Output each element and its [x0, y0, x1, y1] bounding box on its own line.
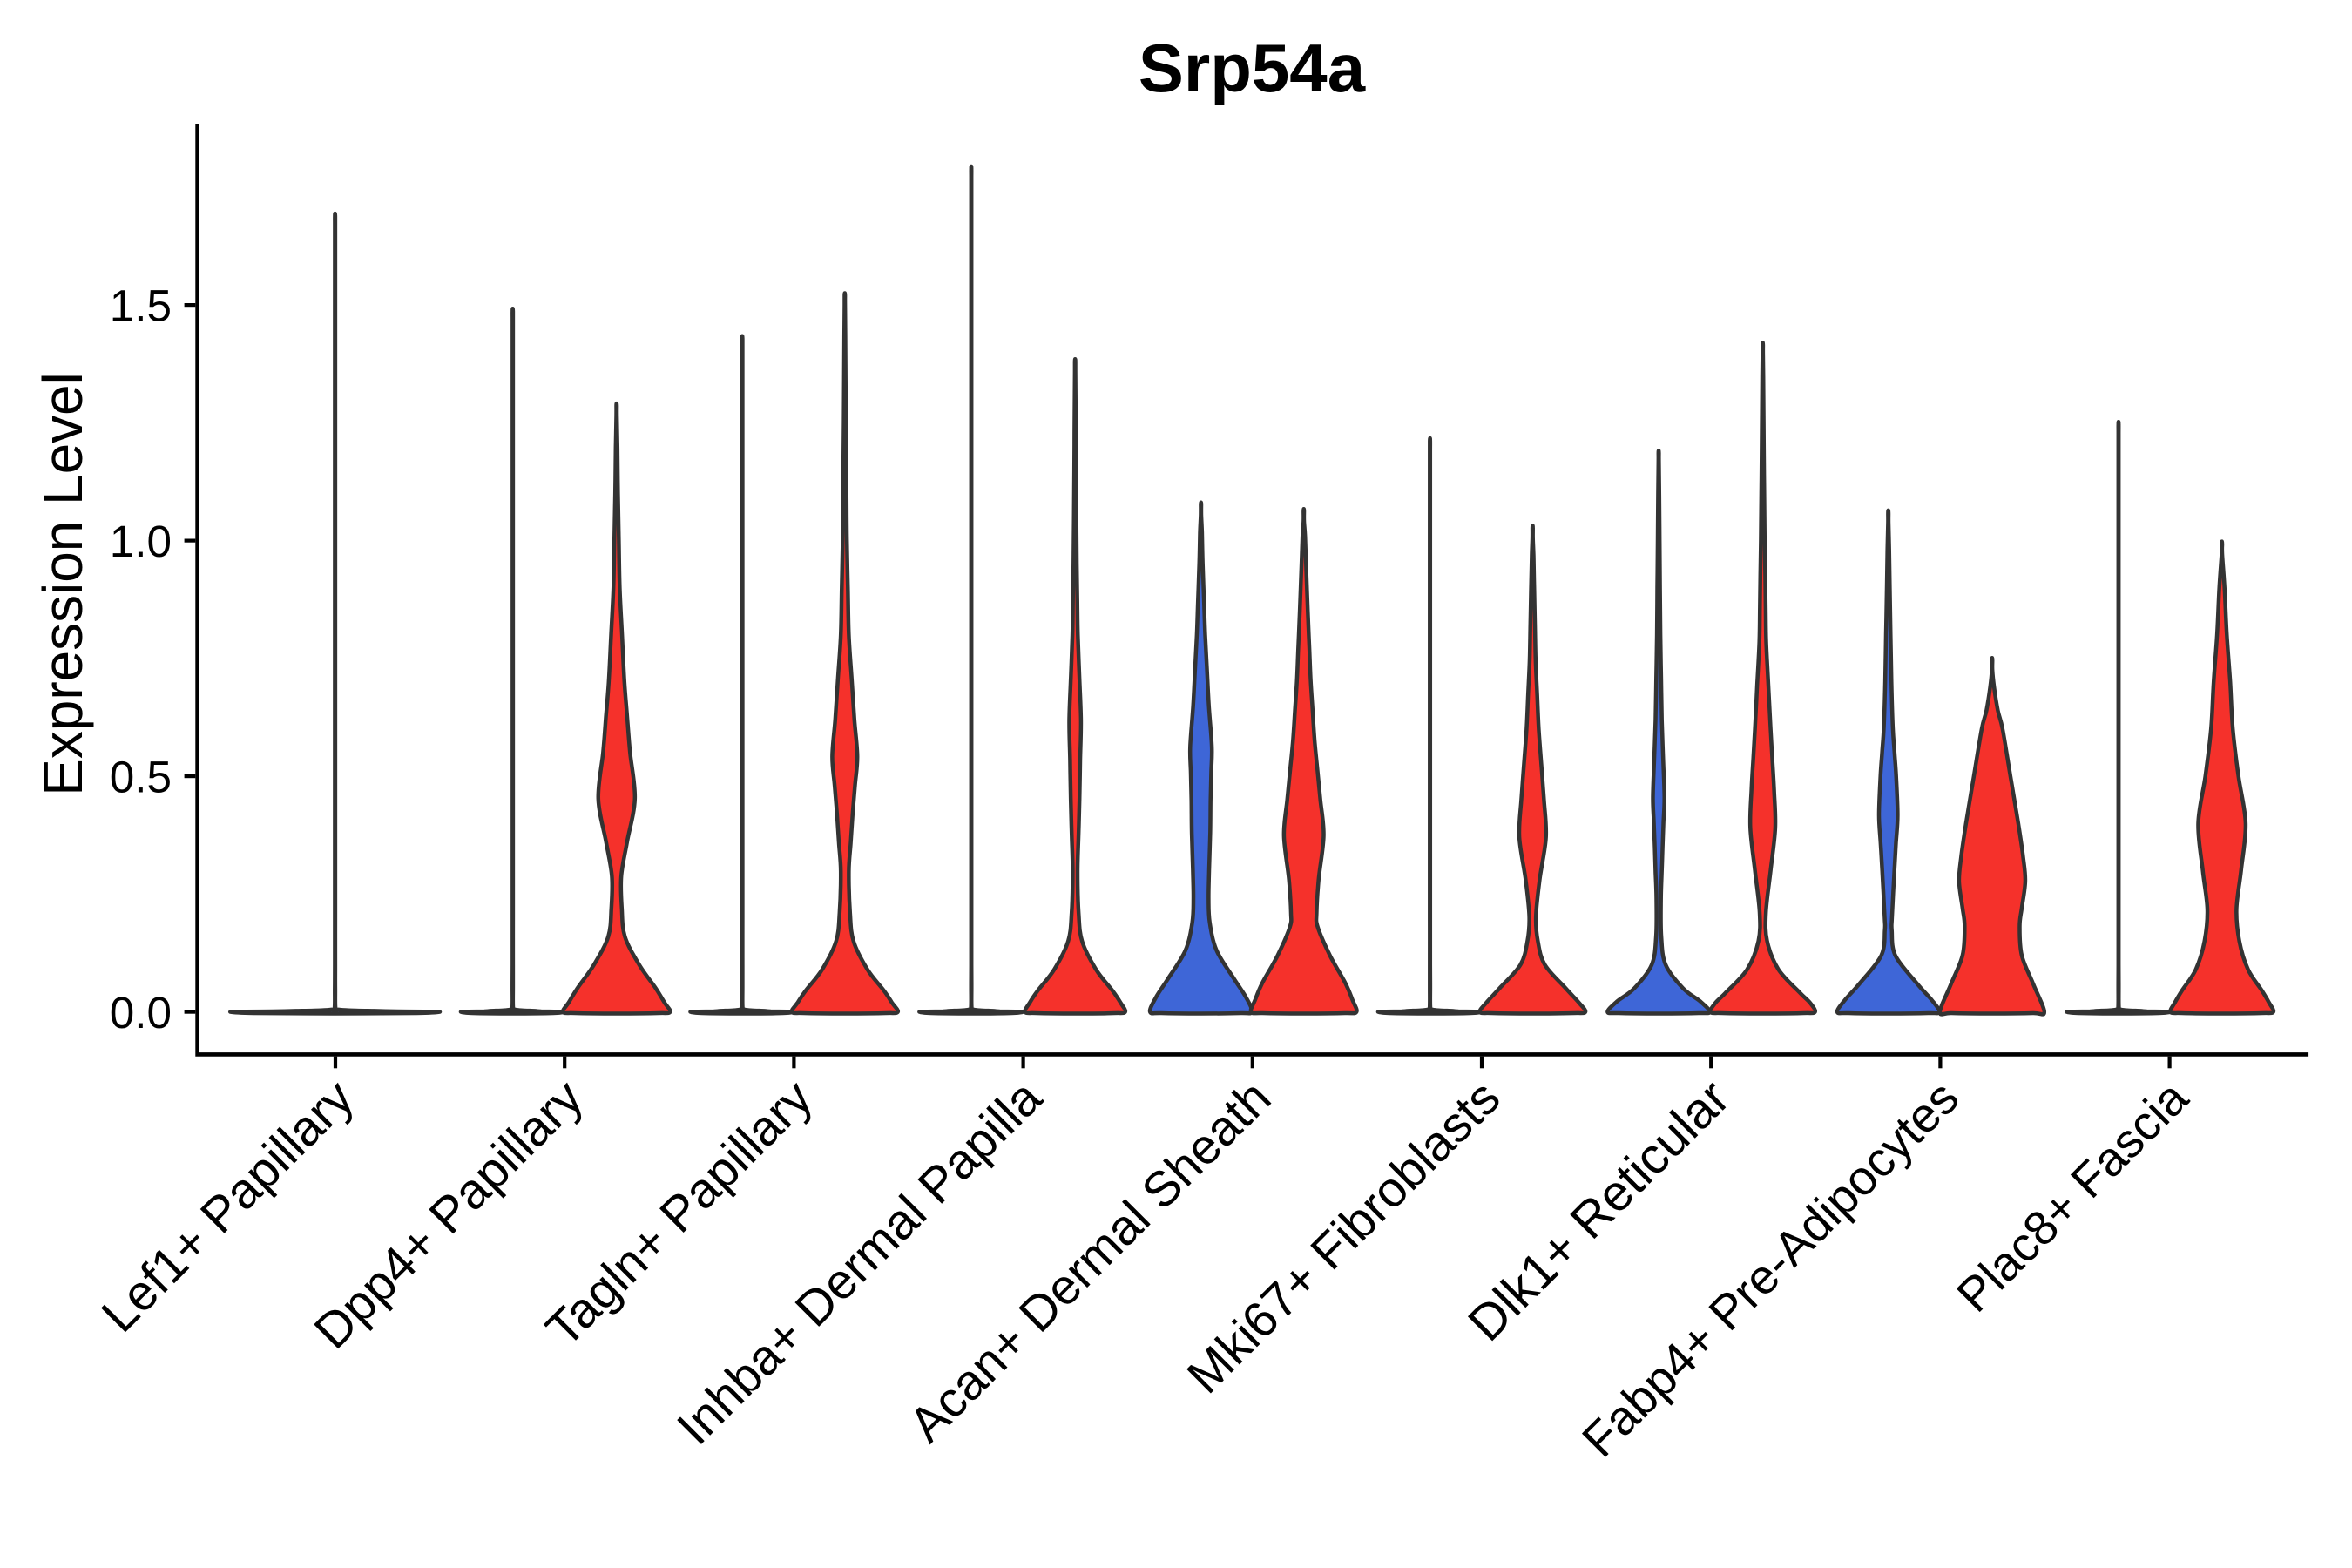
svg-text:1.0: 1.0	[110, 517, 172, 566]
svg-text:Expression Level: Expression Level	[31, 372, 94, 796]
svg-text:Srp54a: Srp54a	[1139, 30, 1366, 106]
svg-text:1.5: 1.5	[110, 280, 172, 330]
svg-text:0.0: 0.0	[110, 988, 172, 1037]
svg-text:0.5: 0.5	[110, 752, 172, 801]
